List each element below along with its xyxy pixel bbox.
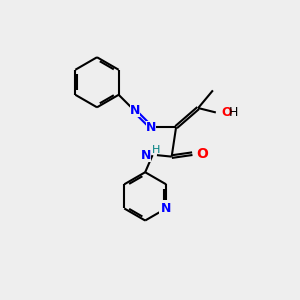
Text: N: N (141, 149, 151, 162)
Text: H: H (152, 145, 160, 155)
Text: N: N (161, 202, 171, 215)
Text: O: O (196, 147, 208, 161)
Text: H: H (229, 106, 238, 119)
Text: N: N (130, 104, 140, 118)
Text: O: O (222, 106, 232, 119)
Text: N: N (146, 121, 156, 134)
